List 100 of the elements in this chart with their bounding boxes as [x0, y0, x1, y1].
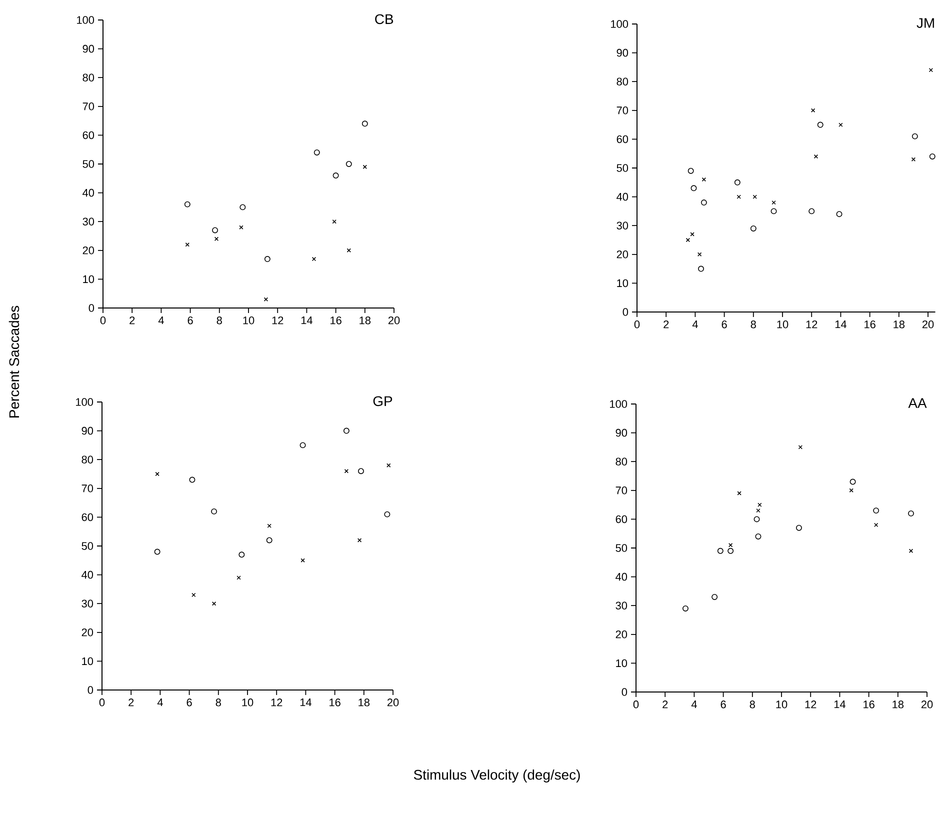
point	[236, 576, 241, 580]
point	[264, 256, 270, 262]
y-tick-label: 20	[616, 250, 628, 258]
y-tick-label: 20	[82, 628, 94, 636]
y-tick-label: 30	[82, 218, 94, 226]
point	[346, 161, 352, 167]
y-tick-label: 90	[616, 428, 628, 437]
x-tick-label: 16	[864, 700, 874, 708]
point	[750, 225, 756, 232]
y-tick-label: 30	[82, 600, 94, 608]
point	[702, 177, 706, 182]
x-tick-label: 10	[777, 320, 788, 328]
point	[346, 248, 351, 252]
y-tick-label: 60	[616, 135, 628, 144]
point	[344, 469, 349, 474]
x-tick-label: 10	[776, 700, 788, 708]
x-tick-label: 4	[692, 320, 698, 328]
x-tick-label: 0	[633, 700, 639, 708]
x-axis-title: Stimulus Velocity (deg/sec)	[414, 769, 580, 782]
y-tick-label: 0	[88, 304, 94, 312]
point	[267, 524, 272, 528]
y-tick-label: 0	[88, 686, 94, 694]
y-tick-label: 60	[82, 131, 94, 140]
x-tick-label: 12	[271, 698, 282, 706]
point	[266, 537, 272, 544]
point	[772, 200, 776, 205]
point	[817, 122, 824, 128]
point	[752, 194, 757, 199]
point	[690, 232, 694, 236]
x-tick-label: 4	[158, 316, 164, 324]
y-tick-label: 80	[82, 456, 94, 464]
x-tick-label: 2	[128, 698, 134, 706]
point	[736, 194, 741, 199]
x-tick-label: 16	[330, 698, 340, 706]
x-tick-label: 20	[922, 320, 934, 328]
y-tick-label: 90	[616, 48, 628, 57]
point	[712, 594, 718, 600]
point	[929, 153, 936, 160]
point	[343, 428, 350, 434]
point	[300, 442, 306, 448]
point	[212, 602, 216, 606]
y-tick-label: 90	[82, 44, 94, 53]
point	[808, 208, 815, 214]
chart-title: JM	[916, 18, 934, 28]
point	[770, 208, 777, 214]
point	[758, 502, 762, 507]
point	[686, 238, 690, 242]
point	[192, 592, 196, 598]
point	[874, 522, 878, 528]
point	[734, 179, 740, 186]
y-tick-label: 90	[82, 426, 94, 435]
point	[300, 558, 305, 562]
y-tick-label: 0	[622, 688, 628, 696]
point	[754, 516, 760, 522]
y-tick-label: 80	[82, 74, 94, 82]
point	[796, 524, 802, 531]
x-tick-label: 18	[894, 320, 905, 328]
point	[908, 548, 914, 553]
x-tick-label: 8	[216, 316, 222, 324]
chart-title: GP	[373, 396, 392, 406]
point	[238, 552, 245, 558]
point	[362, 120, 368, 127]
point	[185, 242, 190, 247]
point	[690, 185, 697, 192]
point	[873, 508, 880, 514]
point	[698, 266, 704, 272]
y-tick-label: 40	[82, 188, 94, 197]
point	[849, 488, 854, 492]
point	[850, 478, 856, 485]
x-tick-label: 16	[330, 316, 342, 324]
point	[211, 508, 218, 514]
y-tick-label: 10	[616, 659, 628, 668]
y-tick-label: 60	[616, 515, 628, 524]
point	[836, 211, 842, 218]
y-tick-label: 30	[616, 222, 628, 230]
point	[697, 252, 702, 256]
point	[700, 200, 707, 206]
x-tick-label: 8	[750, 320, 756, 328]
x-tick-label: 14	[834, 700, 846, 708]
y-tick-label: 20	[82, 246, 94, 254]
x-tick-label: 0	[99, 698, 105, 706]
x-tick-label: 20	[921, 700, 933, 708]
y-tick-label: 0	[622, 308, 628, 316]
x-tick-label: 0	[634, 320, 640, 328]
point	[332, 220, 336, 224]
point	[314, 149, 320, 156]
x-tick-label: 20	[387, 698, 399, 706]
point	[810, 108, 816, 112]
chart-title: CB	[375, 14, 394, 24]
point	[908, 510, 914, 516]
x-tick-label: 8	[216, 698, 221, 706]
y-tick-label: 20	[616, 630, 628, 638]
x-tick-label: 4	[691, 700, 697, 708]
x-tick-label: 10	[242, 698, 254, 706]
point	[357, 538, 362, 542]
x-tick-label: 12	[805, 700, 816, 708]
y-tick-label: 50	[616, 544, 628, 552]
x-tick-label: 12	[806, 320, 818, 328]
x-tick-label: 18	[892, 700, 904, 708]
x-tick-label: 6	[186, 698, 192, 706]
